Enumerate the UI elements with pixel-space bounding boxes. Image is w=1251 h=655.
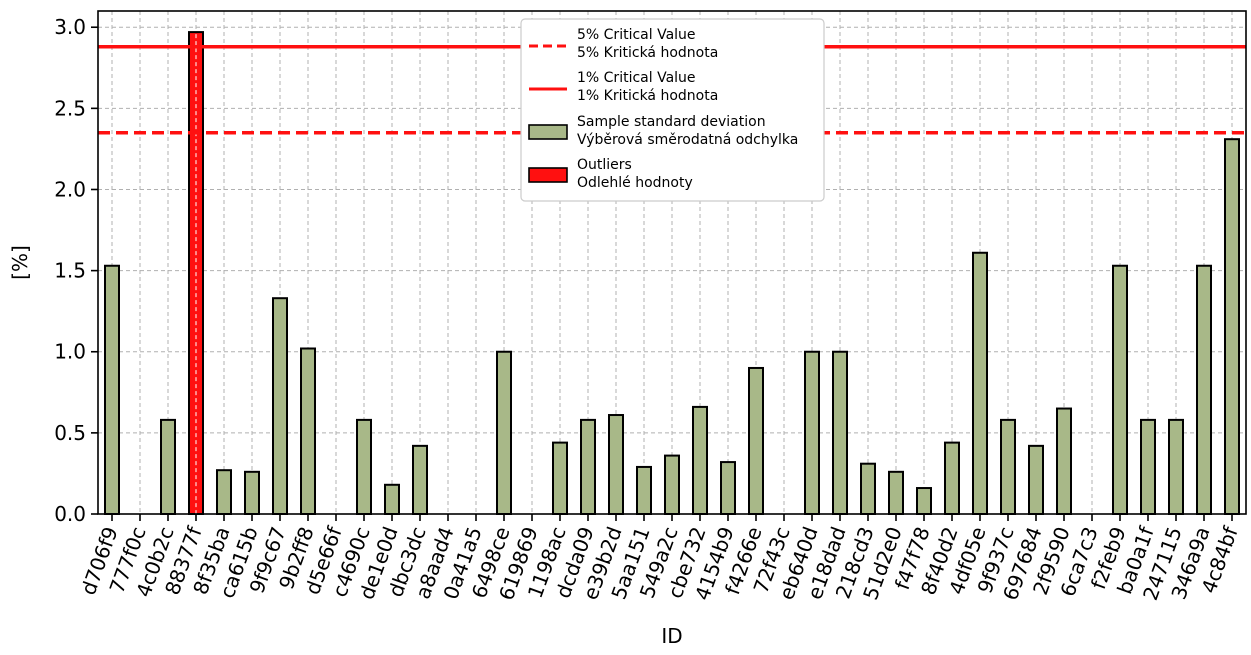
y-tick-label: 1.0 [54, 340, 86, 364]
bar [104, 264, 120, 515]
legend-std-swatch [528, 124, 568, 140]
bar [1000, 418, 1016, 515]
bar [1168, 418, 1184, 515]
legend-crit1-label-en: 1% Critical Value [577, 70, 696, 86]
bar [888, 470, 904, 515]
legend-box [520, 18, 825, 202]
bar [804, 350, 820, 516]
bar [496, 350, 512, 516]
bar [692, 405, 708, 515]
y-tick-label: 2.0 [54, 177, 86, 201]
bar [748, 366, 764, 515]
bar [160, 418, 176, 515]
y-tick-label: 0.5 [54, 421, 86, 445]
legend-crit1-label-cz: 1% Kritická hodnota [577, 88, 718, 104]
bar [412, 444, 428, 516]
bar [664, 454, 680, 515]
bar [720, 461, 736, 516]
bar [832, 350, 848, 516]
bar [384, 483, 400, 515]
y-tick-label: 3.0 [54, 15, 86, 39]
bar [860, 462, 876, 516]
y-tick-label: 0.0 [54, 502, 86, 526]
bar [300, 347, 316, 515]
bar [1196, 264, 1212, 515]
bar [1112, 264, 1128, 515]
y-axis: 0.0 0.5 1.0 1.5 2.0 2.5 3.0 [54, 15, 98, 526]
bar [916, 487, 932, 515]
bar [636, 465, 652, 515]
bar [944, 441, 960, 515]
bar [356, 418, 372, 515]
bar [972, 251, 988, 515]
y-tick-label: 1.5 [54, 259, 86, 283]
bar [608, 414, 624, 515]
legend-std-label-en: Sample standard deviation [577, 114, 766, 130]
legend-crit5-label-cz: 5% Kritická hodnota [577, 45, 718, 61]
bar [244, 470, 260, 515]
bar [216, 469, 232, 515]
legend-outliers-swatch [528, 167, 568, 183]
bar [580, 418, 596, 515]
x-axis: d706f9777f0c4c0b2c88377f8f35baca615b9f9c… [76, 514, 1243, 603]
legend-crit5-label-en: 5% Critical Value [577, 27, 696, 43]
bar [1140, 418, 1156, 515]
legend-outliers-label-cz: Odlehlé hodnoty [577, 175, 693, 191]
bar [1224, 138, 1240, 515]
y-axis-label: [%] [8, 245, 32, 280]
bar [1056, 407, 1072, 515]
legend-std-label-cz: Výběrová směrodatná odchylka [577, 132, 798, 148]
bar [552, 441, 568, 515]
y-tick-label: 2.5 [54, 96, 86, 120]
legend-outliers-label-en: Outliers [577, 157, 632, 173]
x-axis-label: ID [661, 624, 682, 648]
bar [1028, 444, 1044, 516]
bar [272, 297, 288, 515]
legend: 5% Critical Value 5% Kritická hodnota 1%… [520, 18, 825, 202]
